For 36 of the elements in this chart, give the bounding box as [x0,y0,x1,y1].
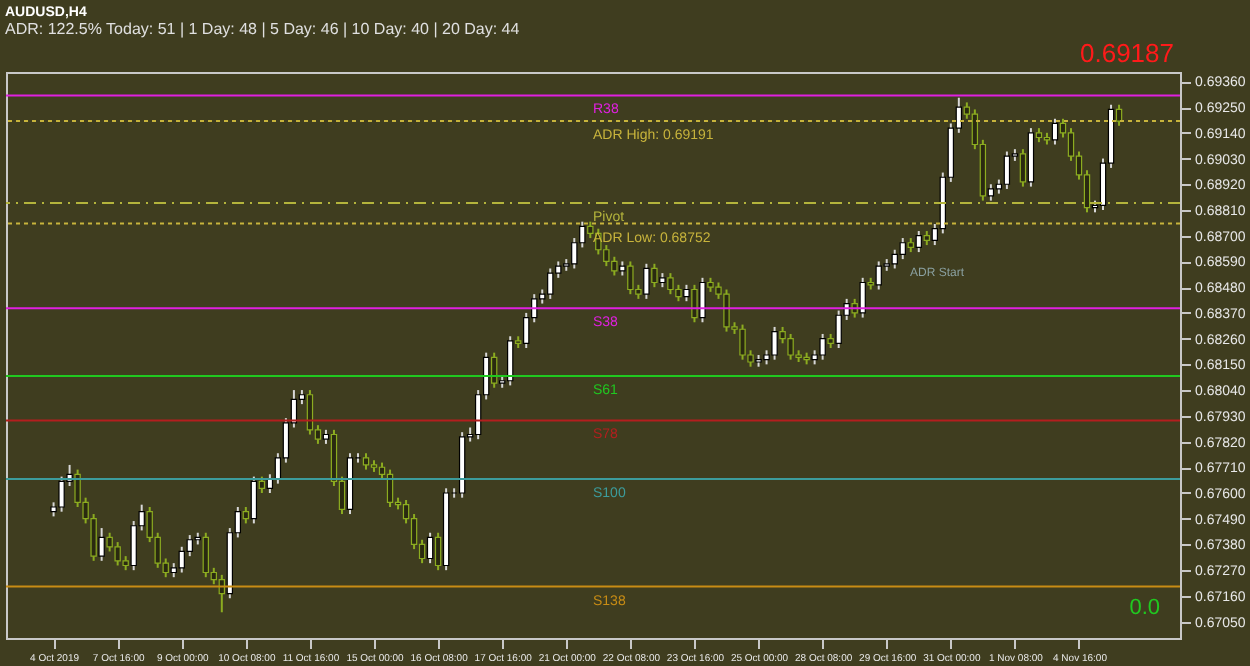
candlestick [547,267,554,300]
candlestick [667,272,674,296]
candlestick [434,531,442,572]
candlestick [1115,103,1123,127]
candlestick [1003,150,1011,190]
candlestick [202,531,209,579]
candlestick [611,255,618,277]
candlestick [114,541,121,567]
candlestick [643,262,650,300]
candlestick [723,288,730,333]
candlestick [835,309,842,349]
candlestick [891,248,898,270]
candlestick [651,262,658,289]
candlestick [691,283,698,324]
candlestick [250,475,258,525]
candlestick [1019,148,1027,188]
candlestick [426,531,434,565]
candlestick [106,531,113,553]
candlestick [771,325,778,361]
text: 0.69187 [1080,38,1174,68]
candlestick [899,237,906,261]
candlestick [859,276,866,319]
candlestick [98,527,105,562]
candlestick [787,332,794,361]
candlestick [875,260,882,291]
candlestick [1051,117,1059,146]
candlestick [58,475,65,513]
chart-subtitle: ADR: 122.5% Today: 51 | 1 Day: 48 | 5 Day: 46 | 10 Day: 40 | 20 Day: 44 [5,20,521,38]
candlestick [507,335,514,387]
candlestick [819,332,826,361]
text: 0.0 [1129,596,1160,620]
candlestick [739,323,746,361]
candlestick [699,276,706,324]
candlestick [915,230,922,254]
candlestick [627,260,634,296]
candlestick [178,545,185,574]
